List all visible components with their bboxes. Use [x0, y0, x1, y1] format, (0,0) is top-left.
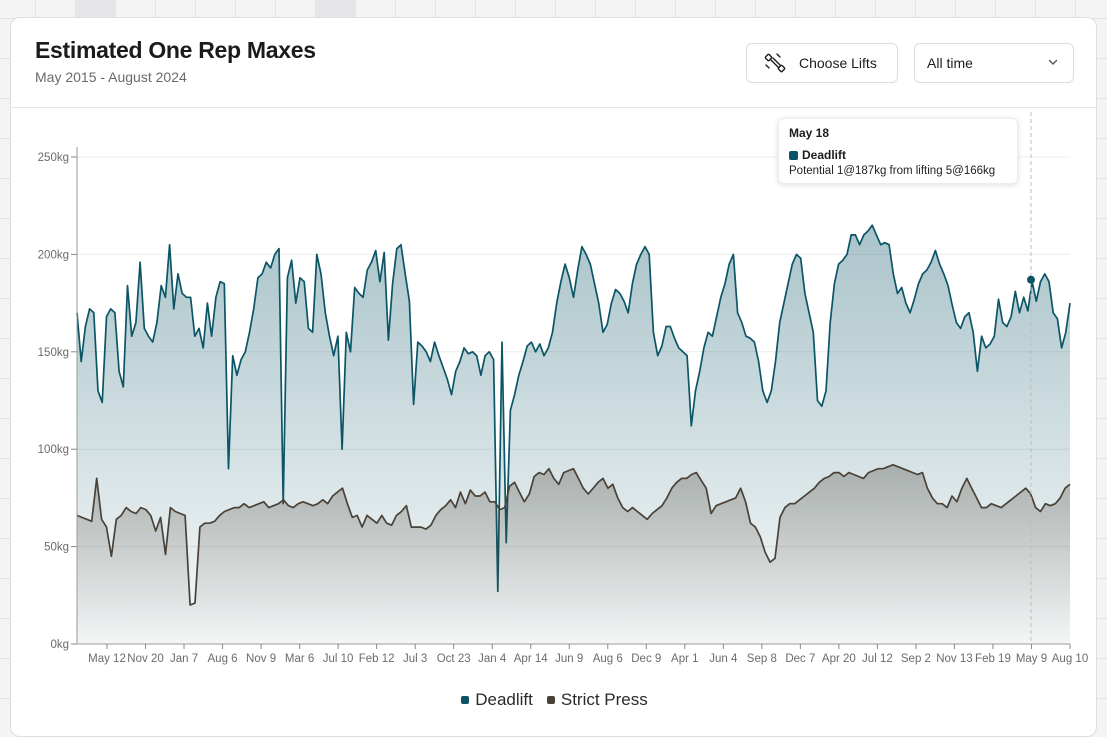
x-tick-label: Dec 7 [785, 653, 815, 665]
x-tick-label: Jul 3 [403, 653, 427, 665]
x-tick-label: May 12 [88, 653, 126, 665]
tooltip-series: Deadlift [789, 148, 1007, 162]
x-tick-label: Apr 14 [514, 653, 548, 665]
legend-swatch [461, 696, 470, 704]
x-tick-label: Jul 12 [862, 653, 893, 665]
x-tick-label: Apr 20 [822, 653, 856, 665]
x-tick-label: Feb 12 [359, 653, 395, 665]
legend-item-deadlift[interactable]: Deadlift [461, 690, 533, 710]
legend-label: Strict Press [560, 690, 648, 709]
tooltip-series-name: Deadlift [802, 148, 847, 162]
chart-legend: Deadlift Strict Press [11, 690, 1098, 710]
y-tick-label: 250kg [38, 152, 69, 164]
background-cell [76, 0, 116, 17]
orm-chart: 0kg 50kg 100kg 150kg 200kg 250kg May 12 Nov 20 J… [38, 112, 1088, 665]
background-cell [316, 0, 356, 17]
x-tick-label: Aug 6 [593, 653, 623, 665]
time-range-select[interactable]: All time [914, 43, 1074, 83]
x-tick-label: Oct 23 [437, 653, 471, 665]
strict-press-line [76, 463, 1071, 606]
date-range-subtitle: May 2015 - August 2024 [35, 69, 187, 85]
y-tick-label: 0kg [50, 639, 69, 651]
legend-item-strict-press[interactable]: Strict Press [546, 690, 648, 710]
tooltip: May 18 Deadlift Potential 1@187kg from l… [778, 118, 1018, 184]
x-tick-label: Apr 1 [671, 653, 699, 665]
y-tick-label: 50kg [44, 542, 69, 554]
y-tick-label: 100kg [38, 444, 69, 456]
chart-card: Estimated One Rep Maxes May 2015 - Augus… [10, 17, 1097, 737]
x-tick-label: May 9 [1016, 653, 1047, 665]
tooltip-swatch [789, 150, 798, 160]
time-range-value: All time [927, 55, 973, 71]
x-tick-label: Jun 4 [709, 653, 738, 665]
legend-label: Deadlift [475, 690, 533, 709]
x-tick-label: Aug 10 [1052, 653, 1088, 665]
x-tick-label: Mar 6 [285, 653, 314, 665]
dumbbell-icon [763, 51, 787, 75]
x-tick-label: Jan 7 [170, 653, 198, 665]
x-tick-label: Sep 2 [901, 653, 931, 665]
card-header: Estimated One Rep Maxes May 2015 - Augus… [11, 18, 1096, 108]
y-tick-label: 200kg [38, 249, 69, 261]
tooltip-date: May 18 [789, 126, 830, 140]
x-tick-label: Jul 10 [323, 653, 354, 665]
hover-point [1027, 275, 1035, 284]
y-tick-label: 150kg [38, 347, 69, 359]
x-tick-label: Nov 20 [127, 653, 163, 665]
tooltip-detail: Potential 1@187kg from lifting 5@166kg [789, 165, 996, 177]
deadlift-line [76, 224, 1071, 593]
chart-title: Estimated One Rep Maxes [35, 37, 316, 63]
x-tick-label: Nov 13 [936, 653, 972, 665]
strict-press-area [77, 464, 1070, 644]
x-tick-label: Jan 4 [478, 653, 507, 665]
choose-lifts-label: Choose Lifts [799, 55, 877, 71]
legend-swatch [546, 696, 555, 704]
x-tick-label: Nov 9 [246, 653, 276, 665]
chevron-down-icon [1047, 55, 1059, 71]
choose-lifts-button[interactable]: Choose Lifts [746, 43, 898, 83]
x-tick-label: Dec 9 [631, 653, 661, 665]
x-tick-label: Sep 8 [747, 653, 777, 665]
x-tick-label: Jun 9 [555, 653, 583, 665]
x-tick-label: Aug 6 [208, 653, 238, 665]
x-tick-label: Feb 19 [975, 653, 1011, 665]
chart-area: 0kg 50kg 100kg 150kg 200kg 250kg May 12 Nov 20 J… [11, 18, 1098, 693]
